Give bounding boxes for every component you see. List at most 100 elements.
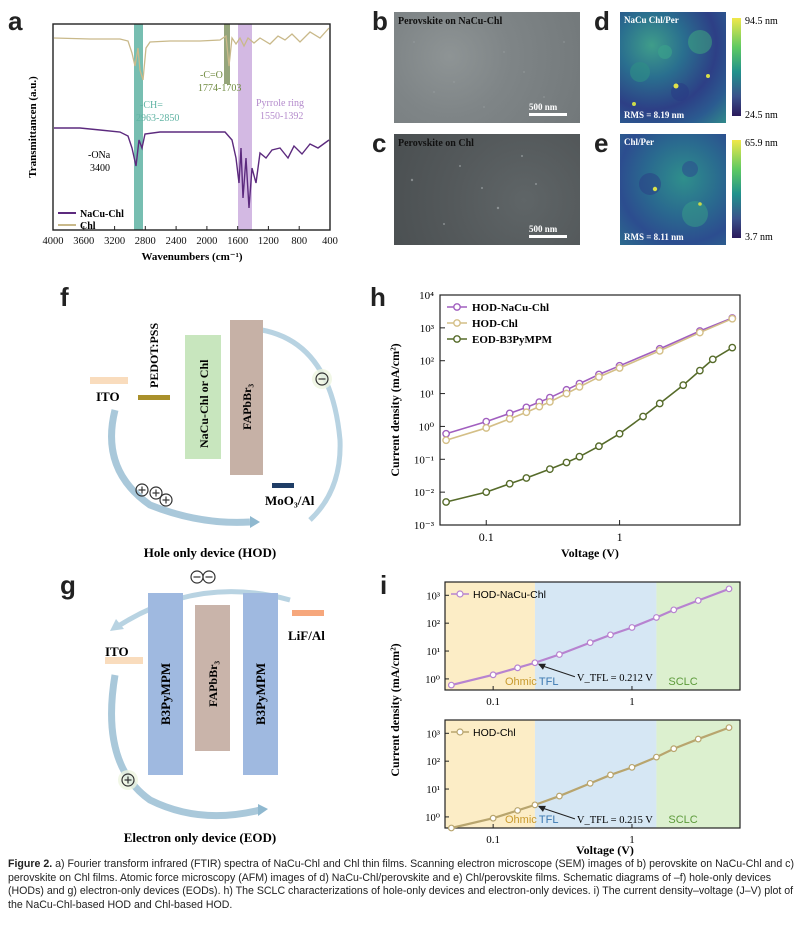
i-2-series-point: [586, 779, 594, 787]
hod-htl-layer: [185, 335, 221, 459]
ftir-xlabel: Wavenumbers (cm⁻¹): [141, 251, 242, 263]
ftir-tick-8: 800: [291, 236, 307, 247]
eod-electrons-symbol: [190, 570, 216, 584]
ch-band: [134, 24, 143, 230]
h-series-2-point: [615, 429, 624, 438]
ftir-tick-6: 1600: [227, 236, 248, 247]
h-series-1-point: [695, 328, 704, 337]
hod-arrowhead: [250, 516, 260, 528]
i-1-legend-marker: [456, 590, 464, 598]
i-2-legend-marker: [456, 728, 464, 736]
ftir-tick-1: 3600: [73, 236, 94, 247]
hod-moo-label: MoO₃/Al: [265, 493, 315, 508]
hod-pedot-bar: [138, 395, 170, 400]
i-1-series-point: [586, 639, 594, 647]
panel-label-d: d: [594, 6, 610, 36]
i-2-series-point: [531, 801, 539, 809]
eod-arc-bottom: [108, 674, 261, 820]
i-1-vtfl-arrow: [538, 664, 576, 678]
i-2-series-point: [607, 771, 614, 779]
ann-co-val: 1774-1703: [198, 83, 241, 94]
i-1-series-point: [694, 597, 702, 604]
i-1-series-point: [653, 614, 660, 621]
i-1-series-point: [514, 664, 521, 672]
panel-label-i: i: [380, 570, 388, 600]
i-2-region-label-1: TFL: [539, 814, 559, 826]
h-series-2-point: [505, 479, 514, 488]
h-series-1-point: [575, 382, 584, 391]
i-2-xtick-label-0: 0.1: [486, 834, 500, 846]
i-2-series-point: [489, 814, 497, 822]
afm-d-label: NaCu Chl/Per: [624, 15, 679, 25]
afm-image-e: Chl/Per RMS = 8.11 nm: [620, 134, 726, 245]
i-2-region-label-2: SCLC: [668, 814, 697, 826]
h-ytick-label-6: 10³: [420, 323, 435, 335]
ann-ch: -CH=: [140, 100, 163, 111]
i-1-series-line: [451, 587, 730, 687]
h-series-1-point: [482, 424, 491, 432]
i-1-legend-label: HOD-NaCu-Chl: [473, 589, 546, 601]
eod-hole-symbol: [118, 770, 138, 790]
ann-ona: -ONa: [88, 150, 111, 161]
ftir-frame: [52, 23, 331, 231]
panel-label-e: e: [594, 128, 609, 158]
i-1-ytick-label-3: 10³: [426, 591, 440, 602]
h-series-2-point: [442, 498, 451, 506]
i-1-ytick-label-1: 10¹: [426, 647, 440, 658]
ftir-tick-5: 2000: [196, 236, 217, 247]
i-1-ohmic-region: [445, 582, 535, 690]
ftir-xticks: [52, 226, 331, 230]
sem-c-scalebar: [529, 235, 567, 238]
i-1-series-point: [447, 681, 455, 689]
hod-arc-left: [108, 409, 251, 526]
hod-pedot-label: PEDOT:PSS: [147, 323, 161, 388]
eod-diagram: ITO B3PyMPM FAPbBr₃ B3PyMPM LiF/Al Elect…: [105, 570, 325, 845]
eod-arrowhead-top: [110, 619, 124, 631]
i-1-series-point: [607, 631, 614, 639]
ftir-tick-0: 4000: [43, 236, 64, 247]
panel-label-g: g: [60, 570, 76, 600]
i-2-series-line: [451, 726, 730, 830]
i-2-series-point: [628, 763, 636, 771]
afm-d-colorbar: 94.5 nm 24.5 nm: [732, 16, 778, 121]
sem-image-b: Perovskite on NaCu-Chl 500 nm: [394, 12, 580, 123]
h-series-1-point: [545, 397, 554, 406]
hod-ito-label: ITO: [96, 389, 120, 404]
panel-label-c: c: [372, 128, 387, 158]
afm-d-max: 94.5 nm: [745, 16, 778, 27]
afm-e-colorbar: 65.9 nm 3.7 nm: [732, 138, 778, 243]
h-series-1-point: [595, 373, 603, 381]
h-plot-frame: [439, 294, 741, 526]
afm-e-label: Chl/Per: [624, 137, 654, 147]
i-1-region-label-1: TFL: [539, 676, 559, 688]
i-1-series-point: [670, 606, 678, 614]
i-2-series-point: [725, 724, 733, 732]
hod-perov-label: FAPbBr₃: [240, 384, 254, 430]
chart-h: 10⁻³ 10⁻² 10⁻¹ 10⁰ 10¹ 10² 10³ 10⁴ 0.1 1 HOD-NaC…: [388, 290, 741, 560]
hod-arc-right: [241, 325, 343, 522]
panel-label-f: f: [60, 282, 69, 312]
eod-b3b-label: B3PyMPM: [253, 663, 268, 725]
i-2-ytick-label-2: 10²: [426, 757, 440, 768]
ann-ch-val: 2963-2850: [136, 113, 179, 124]
hod-perov-layer: [230, 320, 263, 475]
h-ytick-label-2: 10⁻¹: [414, 454, 434, 466]
hod-holes-symbol: [135, 483, 173, 507]
i-2-legend-label: HOD-Chl: [473, 727, 516, 739]
i-1-xtick-label-1: 1: [629, 696, 635, 708]
h-series-2-point: [639, 412, 647, 421]
h-series-2-point: [728, 343, 737, 352]
h-series-2-point: [655, 399, 664, 408]
h-xtick-label-1: 1: [617, 530, 623, 544]
afm-e-min: 3.7 nm: [745, 232, 773, 243]
sem-image-c: Perovskite on Chl 500 nm: [394, 134, 580, 245]
i-2-region-label-0: Ohmic: [505, 814, 537, 826]
ann-pyr: Pyrrole ring: [256, 98, 304, 109]
sem-b-scalebar: [529, 113, 567, 116]
i-1-ytick-label-2: 10²: [426, 619, 440, 630]
legend-chl-label: Chl: [80, 221, 96, 232]
h-legend-label-1: HOD-Chl: [472, 318, 518, 330]
afm-image-d: NaCu Chl/Per RMS = 8.19 nm: [620, 12, 726, 123]
i-1-series-point: [628, 624, 636, 631]
